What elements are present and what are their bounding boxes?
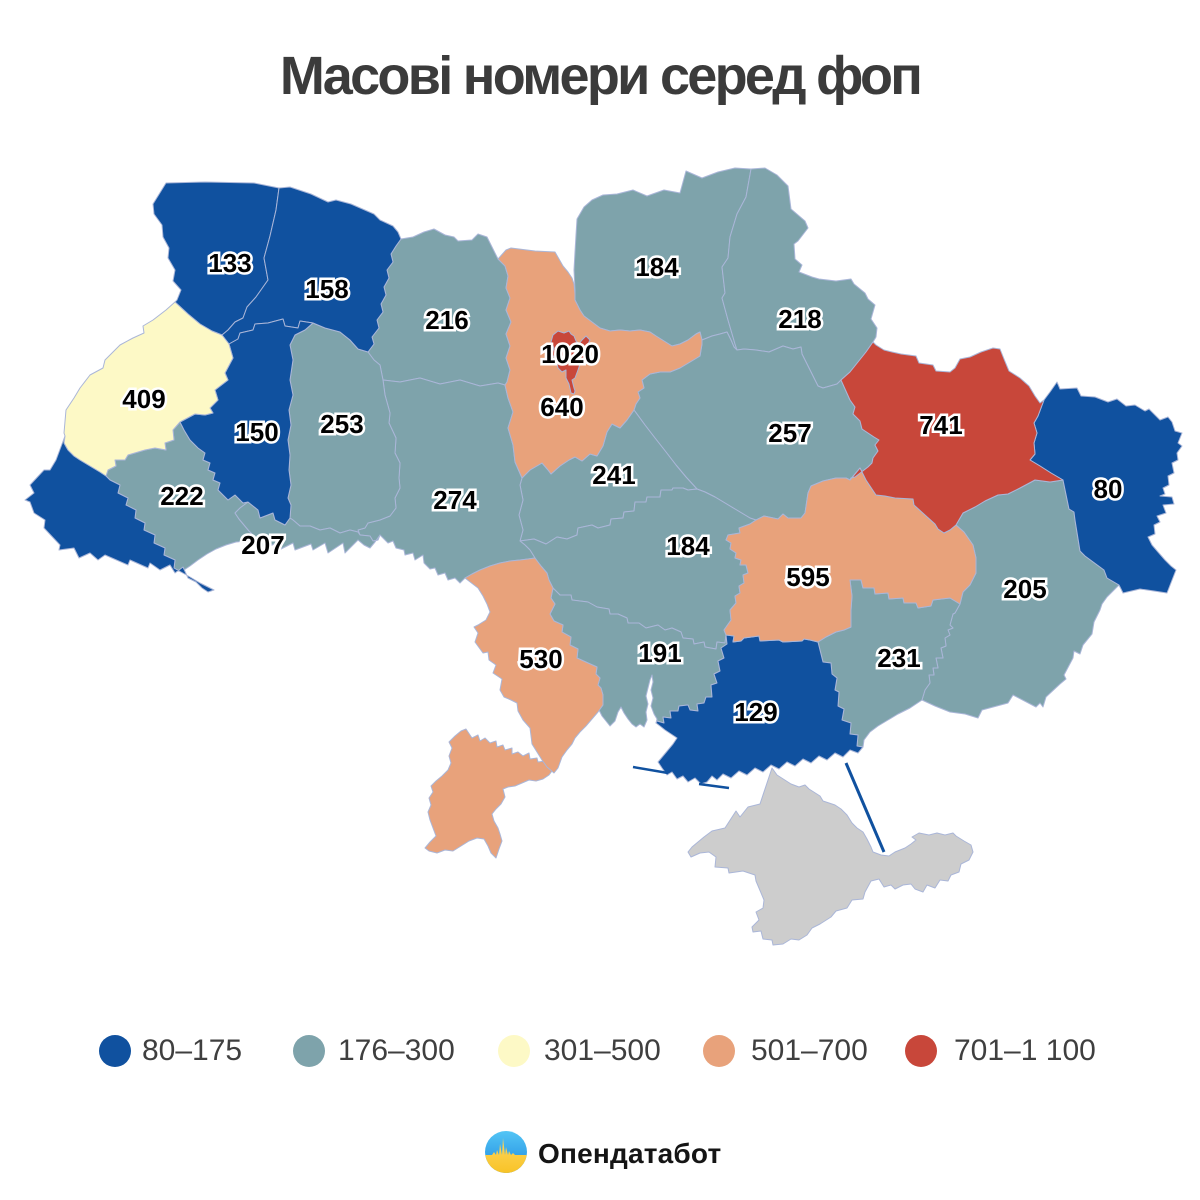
svg-text:640: 640 [540, 392, 583, 422]
svg-text:158: 158 [305, 274, 348, 304]
svg-text:218: 218 [778, 304, 821, 334]
svg-text:274: 274 [433, 485, 477, 515]
svg-text:205: 205 [1003, 574, 1046, 604]
svg-text:184: 184 [666, 531, 710, 561]
svg-text:409: 409 [122, 384, 165, 414]
svg-text:595: 595 [786, 562, 829, 592]
svg-text:257: 257 [768, 418, 811, 448]
svg-text:231: 231 [877, 643, 920, 673]
svg-text:191: 191 [638, 638, 681, 668]
svg-text:222: 222 [160, 481, 203, 511]
svg-text:133: 133 [208, 248, 251, 278]
svg-text:530: 530 [519, 644, 562, 674]
svg-text:80: 80 [1094, 474, 1123, 504]
svg-text:184: 184 [635, 252, 679, 282]
svg-text:253: 253 [320, 409, 363, 439]
svg-text:241: 241 [592, 460, 635, 490]
svg-text:129: 129 [734, 697, 777, 727]
svg-text:741: 741 [919, 410, 962, 440]
svg-text:216: 216 [425, 305, 468, 335]
svg-text:150: 150 [235, 417, 278, 447]
svg-text:1020: 1020 [541, 339, 599, 369]
svg-text:207: 207 [241, 530, 284, 560]
